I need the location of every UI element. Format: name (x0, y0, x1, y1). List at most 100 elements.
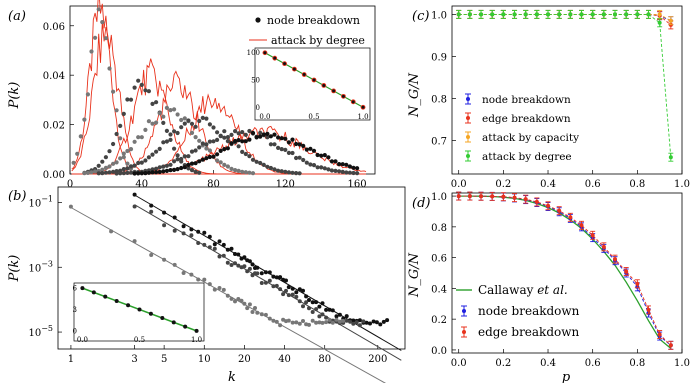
node-breakdown-point (204, 156, 209, 161)
degree-distribution-point (109, 229, 114, 234)
node-breakdown-point (207, 139, 212, 144)
panel-b-xtick-label: 200 (368, 354, 387, 365)
degree-distribution-point (236, 297, 241, 301)
node-breakdown-point (344, 162, 349, 167)
degree-distribution-point (371, 319, 376, 324)
node-breakdown-point (243, 151, 248, 157)
degree-distribution-point (132, 204, 137, 209)
degree-distribution-point (245, 269, 250, 274)
node-breakdown-point (204, 142, 209, 147)
node-breakdown-point (283, 147, 288, 152)
degree-distribution-point (344, 318, 349, 323)
node-breakdown-point (179, 125, 184, 130)
node-breakdown-point (197, 145, 202, 150)
node-breakdown-point (193, 169, 198, 174)
node-breakdown-point (132, 139, 137, 144)
degree-distribution-point (361, 319, 366, 324)
degree-distribution-point (247, 302, 252, 307)
data-point (668, 343, 673, 348)
degree-distribution-point (196, 229, 201, 234)
node-breakdown-point (139, 135, 144, 140)
node-breakdown-point (118, 123, 123, 128)
node-breakdown-point (240, 139, 245, 144)
node-breakdown-point (254, 159, 259, 164)
degree-distribution-point (172, 262, 177, 267)
degree-distribution-point (274, 283, 279, 288)
node-breakdown-point (89, 49, 94, 54)
degree-distribution-point (317, 304, 322, 309)
degree-distribution-point (330, 308, 335, 313)
node-breakdown-point (258, 130, 263, 135)
node-breakdown-point (136, 160, 141, 166)
node-breakdown-point (283, 136, 288, 141)
legend-marker (462, 330, 466, 334)
degree-distribution-point (212, 242, 217, 247)
degree-distribution-point (284, 288, 288, 293)
degree-distribution-point (278, 275, 283, 280)
panel-b-ytick-label: 10−1 (28, 194, 53, 209)
panel-d: (d) N_G/N p 0.0 0.2 0.4 0.6 0.8 1.0 0.0 0.2 0.4 0… (407, 191, 690, 383)
panel-c-ytick-label: 0.7 (431, 136, 447, 147)
node-breakdown-point (347, 170, 352, 175)
degree-distribution-point (324, 307, 329, 312)
node-breakdown-point (154, 166, 159, 171)
degree-distribution-point (225, 260, 230, 265)
node-breakdown-point (150, 152, 155, 157)
data-point (534, 12, 539, 17)
node-breakdown-point (118, 156, 123, 161)
legend-marker (462, 309, 466, 313)
panel-a-ytick-label: 0.04 (43, 71, 65, 82)
degree-distribution-point (132, 192, 137, 197)
degree-distribution-point (162, 223, 167, 228)
node-breakdown-point (304, 147, 309, 152)
node-breakdown-point (297, 171, 302, 176)
degree-distribution-point (337, 319, 342, 324)
degree-distribution-point (149, 203, 154, 208)
node-breakdown-point (189, 149, 195, 154)
panel-d-xlabel: p (562, 370, 571, 383)
node-breakdown-point (240, 149, 245, 154)
panel-c-xtick-label: 0.4 (540, 179, 556, 190)
degree-distribution-point (196, 277, 201, 282)
degree-distribution-point (225, 247, 230, 252)
node-breakdown-point (189, 121, 195, 126)
degree-distribution-point (233, 261, 237, 266)
node-breakdown-point (311, 148, 317, 153)
panel-b-inset-point (148, 311, 153, 316)
degree-distribution-point (181, 271, 186, 275)
degree-distribution-point (189, 272, 194, 277)
node-breakdown-point (351, 165, 356, 170)
node-breakdown-point (207, 154, 212, 160)
panel-c: (c) N_G/N 0.0 0.2 0.4 0.6 0.8 1.0 0.7 0.8 0.9 1.0… (407, 5, 690, 190)
node-breakdown-point (355, 171, 360, 176)
data-point (568, 12, 573, 17)
panel-c-xtick-label: 1.0 (674, 179, 690, 190)
panel-b-ytick-label: 10−3 (28, 259, 53, 274)
node-breakdown-point (294, 141, 299, 147)
node-breakdown-point (89, 170, 94, 175)
node-breakdown-point (114, 160, 119, 165)
node-breakdown-point (236, 138, 241, 143)
degree-distribution-point (263, 270, 268, 275)
data-point (579, 12, 584, 17)
node-breakdown-point (229, 141, 234, 146)
legend-label-node-breakdown: node breakdown (267, 14, 360, 27)
degree-distribution-point (207, 245, 212, 250)
degree-distribution-point (307, 306, 311, 311)
data-point (512, 12, 517, 17)
panel-b-inset-point (160, 316, 165, 321)
panel-b-inset-point (183, 324, 188, 329)
degree-distribution-point (247, 266, 252, 271)
degree-distribution-point (229, 246, 234, 251)
data-point (624, 12, 629, 17)
node-breakdown-point (229, 166, 234, 171)
node-breakdown-point (161, 169, 166, 174)
degree-distribution-point (253, 306, 257, 310)
panel-a-inset-black-point (263, 51, 267, 55)
panel-a-xtick-label: 0 (67, 179, 73, 190)
node-breakdown-point (265, 131, 270, 136)
node-breakdown-point (100, 171, 105, 176)
node-breakdown-point (250, 171, 256, 176)
node-breakdown-point (200, 141, 205, 146)
node-breakdown-point (294, 171, 299, 176)
